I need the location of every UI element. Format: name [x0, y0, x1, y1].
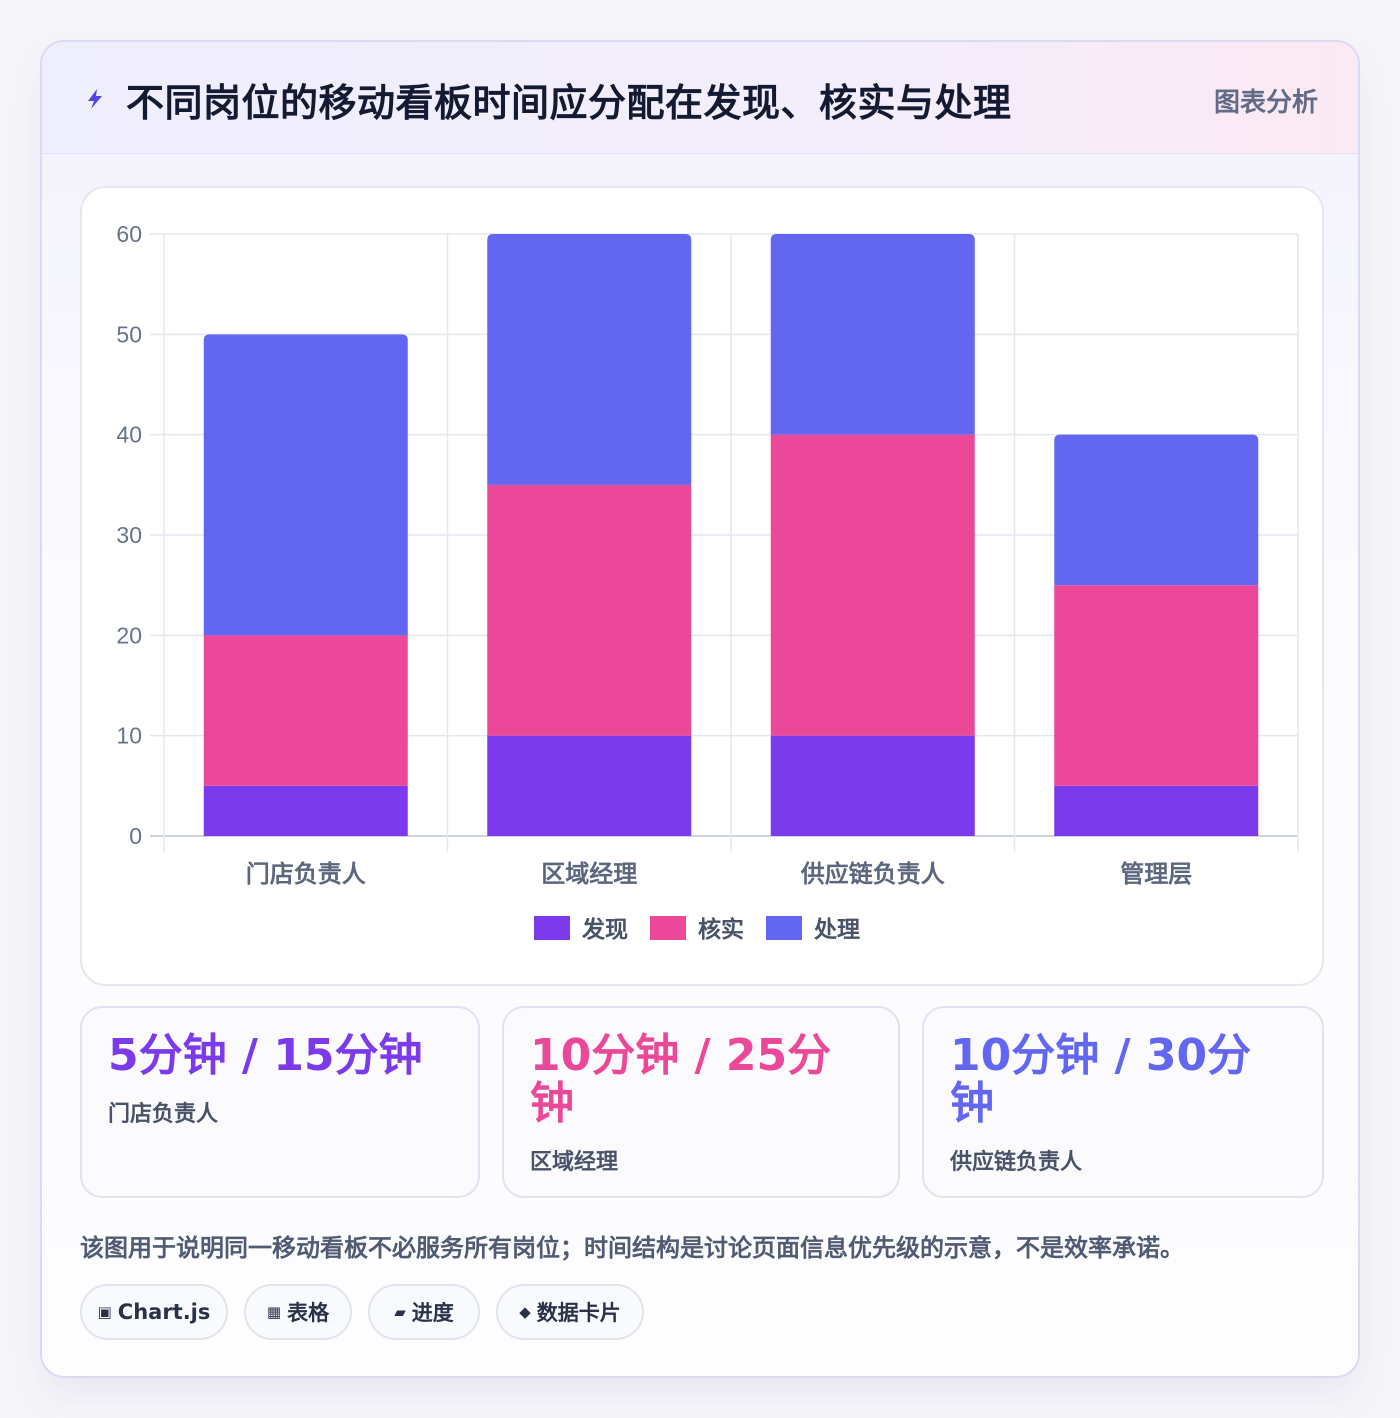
bar-segment-核实: [770, 434, 975, 736]
stat-value: 10分钟 / 25分钟: [530, 1030, 832, 1129]
bar-segment-处理: [770, 234, 975, 435]
bar-segment-处理: [487, 234, 692, 485]
legend-swatch: [534, 916, 570, 940]
stat-value: 5分钟 / 15分钟: [108, 1030, 423, 1081]
bar-segment-发现: [1054, 785, 1259, 836]
y-tick-label: 50: [116, 321, 142, 347]
legend-swatch: [766, 916, 802, 940]
bolt-icon: [88, 89, 102, 109]
chart-panel: 0 10 20 30 40 50 60 门店负责人 区域经理 供应链负责人 管理层发现 核实 处理: [80, 186, 1324, 986]
legend-label: 处理: [813, 917, 860, 943]
data-card-icon: ◆: [519, 1303, 531, 1321]
stat-label: 门店负责人: [108, 1102, 219, 1127]
y-tick-label: 30: [116, 522, 142, 548]
stat-value: 10分钟 / 30分钟: [950, 1030, 1252, 1129]
y-tick-label: 20: [116, 622, 142, 648]
bar-segment-处理: [203, 334, 408, 636]
legend-swatch: [650, 916, 686, 940]
x-tick-label: 供应链负责人: [800, 860, 945, 888]
chip-label: 进度: [411, 1301, 454, 1325]
bar-segment-核实: [487, 484, 692, 736]
x-tick-label: 门店负责人: [246, 860, 366, 888]
stat-card-store-manager: 5分钟 / 15分钟 门店负责人: [80, 1006, 480, 1198]
chart-caption: 该图用于说明同一移动看板不必服务所有岗位；时间结构是讨论页面信息优先级的示意，不…: [80, 1234, 1184, 1262]
bar-segment-核实: [1054, 585, 1259, 786]
stat-card-regional-manager: 10分钟 / 25分钟 区域经理: [502, 1006, 900, 1198]
y-tick-label: 0: [129, 823, 142, 849]
progress-icon: ▰: [394, 1303, 406, 1321]
stat-label: 供应链负责人: [950, 1150, 1083, 1175]
bar-segment-发现: [487, 735, 692, 836]
chip-label: Chart.js: [117, 1300, 211, 1324]
chart-analysis-tag: 图表分析: [1213, 88, 1318, 118]
bar-segment-发现: [770, 735, 975, 836]
chip-data-card[interactable]: ◆ 数据卡片: [496, 1284, 644, 1340]
bar-segment-核实: [203, 635, 408, 786]
stat-label: 区域经理: [530, 1150, 619, 1175]
bar-segment-发现: [203, 785, 408, 836]
stat-card-supply-chain-manager: 10分钟 / 30分钟 供应链负责人: [922, 1006, 1324, 1198]
chart-icon: ▣: [97, 1303, 112, 1321]
chip-label: 表格: [287, 1301, 330, 1325]
table-icon: ▦: [266, 1303, 282, 1321]
legend-label: 发现: [581, 916, 628, 943]
chip-table[interactable]: ▦ 表格: [244, 1284, 352, 1340]
chip-progress[interactable]: ▰ 进度: [368, 1284, 480, 1340]
x-tick-label: 区域经理: [541, 860, 637, 888]
y-tick-label: 60: [116, 221, 142, 247]
card-header: 不同岗位的移动看板时间应分配在发现、核实与处理 图表分析: [42, 42, 1358, 154]
chart-card: 不同岗位的移动看板时间应分配在发现、核实与处理 图表分析 0 10 20 30 40 50…: [40, 40, 1360, 1378]
chart-title: 不同岗位的移动看板时间应分配在发现、核实与处理: [126, 81, 1012, 125]
y-tick-label: 40: [116, 422, 142, 448]
legend-label: 核实: [698, 916, 744, 943]
x-tick-label: 管理层: [1120, 860, 1192, 888]
y-tick-label: 10: [116, 723, 142, 749]
chip-label: 数据卡片: [536, 1301, 621, 1325]
bar-segment-处理: [1054, 434, 1259, 586]
chip-chartjs[interactable]: ▣ Chart.js: [80, 1284, 228, 1340]
